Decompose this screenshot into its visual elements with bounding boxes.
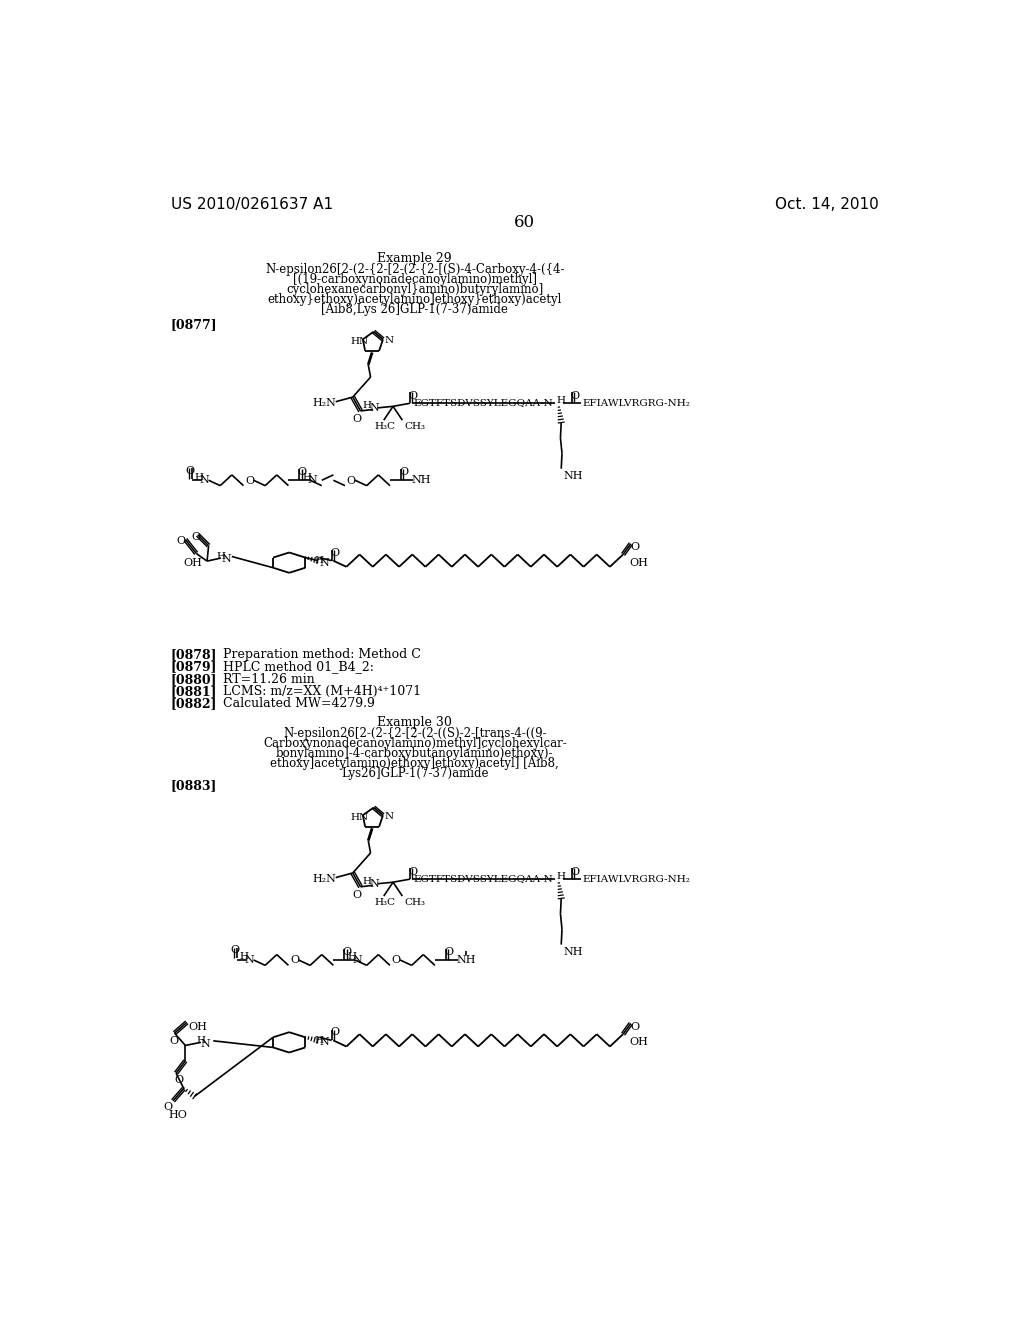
Text: O: O <box>245 475 254 486</box>
Text: N: N <box>307 475 316 484</box>
Text: N: N <box>221 554 230 564</box>
Text: NH: NH <box>457 954 476 965</box>
Text: H₂N: H₂N <box>312 397 336 408</box>
Text: O: O <box>391 956 400 965</box>
Text: EGTFTSDVSSYLEGQAA-N: EGTFTSDVSSYLEGQAA-N <box>414 397 553 407</box>
Text: H: H <box>314 1036 324 1044</box>
Text: H: H <box>216 552 225 561</box>
Text: 60: 60 <box>514 214 536 231</box>
Text: RT=11.26 min: RT=11.26 min <box>223 673 315 686</box>
Text: H: H <box>240 952 249 961</box>
Text: [0877]: [0877] <box>171 318 217 331</box>
Text: OH: OH <box>630 557 648 568</box>
Text: N: N <box>385 337 393 346</box>
Text: H: H <box>362 401 371 411</box>
Text: CH₃: CH₃ <box>403 422 425 430</box>
Text: NH: NH <box>563 471 583 480</box>
Text: O: O <box>352 890 361 900</box>
Text: H: H <box>362 876 371 886</box>
Text: O: O <box>631 1022 640 1032</box>
Text: US 2010/0261637 A1: US 2010/0261637 A1 <box>171 197 333 213</box>
Text: H₃C: H₃C <box>375 422 395 430</box>
Text: O: O <box>290 956 299 965</box>
Text: O: O <box>298 467 307 477</box>
Text: O: O <box>330 1027 339 1038</box>
Text: H: H <box>195 473 204 482</box>
Text: N: N <box>319 557 329 568</box>
Text: N-epsilon26[2-(2-{2-[2-(2-((S)-2-[trans-4-((9-: N-epsilon26[2-(2-{2-[2-(2-((S)-2-[trans-… <box>283 726 547 739</box>
Text: O: O <box>343 946 352 957</box>
Text: Example 29: Example 29 <box>378 252 452 265</box>
Text: ethoxy]acetylamino)ethoxy]ethoxy)acetyl] [Aib8,: ethoxy]acetylamino)ethoxy]ethoxy)acetyl]… <box>270 756 559 770</box>
Text: O: O <box>191 532 201 541</box>
Text: [0878]: [0878] <box>171 648 217 661</box>
Text: O: O <box>164 1102 173 1113</box>
Text: H: H <box>314 556 324 565</box>
Text: NH: NH <box>412 475 431 484</box>
Text: N-epsilon26[2-(2-{2-[2-(2-{2-[(S)-4-Carboxy-4-({4-: N-epsilon26[2-(2-{2-[2-(2-{2-[(S)-4-Carb… <box>265 263 564 276</box>
Text: O: O <box>174 1074 183 1085</box>
Text: [Aib8,Lys 26]GLP-1(7-37)amide: [Aib8,Lys 26]GLP-1(7-37)amide <box>322 304 508 317</box>
Text: [0879]: [0879] <box>171 660 217 673</box>
Text: O: O <box>631 543 640 552</box>
Text: EFIAWLVRGRG-NH₂: EFIAWLVRGRG-NH₂ <box>583 875 691 883</box>
Text: O: O <box>330 548 339 557</box>
Text: cyclohexanecarbonyl}amino)butyrylamino]: cyclohexanecarbonyl}amino)butyrylamino] <box>286 284 544 296</box>
Text: N: N <box>385 812 393 821</box>
Text: HN: HN <box>350 813 369 822</box>
Text: N: N <box>352 954 361 965</box>
Text: N: N <box>201 1039 211 1048</box>
Text: H: H <box>347 952 356 961</box>
Text: [(19-carboxynonadecanoylamino)methyl]: [(19-carboxynonadecanoylamino)methyl] <box>293 273 537 286</box>
Text: Example 30: Example 30 <box>377 715 453 729</box>
Text: O: O <box>399 467 409 477</box>
Text: H₂N: H₂N <box>312 874 336 883</box>
Text: O: O <box>352 414 361 424</box>
Text: N: N <box>200 475 209 484</box>
Text: H₃C: H₃C <box>375 898 395 907</box>
Text: CH₃: CH₃ <box>403 898 425 907</box>
Text: N: N <box>370 879 380 890</box>
Text: O: O <box>570 391 580 401</box>
Text: O: O <box>346 475 355 486</box>
Text: Preparation method: Method C: Preparation method: Method C <box>223 648 421 661</box>
Text: OH: OH <box>183 558 203 568</box>
Text: O: O <box>230 945 240 956</box>
Text: HPLC method 01_B4_2:: HPLC method 01_B4_2: <box>223 660 374 673</box>
Text: O: O <box>570 867 580 876</box>
Text: bonylamino]-4-carboxybutanoylamino)ethoxy)-: bonylamino]-4-carboxybutanoylamino)ethox… <box>276 747 554 760</box>
Text: H: H <box>557 873 565 882</box>
Text: EGTFTSDVSSYLEGQAA-N: EGTFTSDVSSYLEGQAA-N <box>414 874 553 883</box>
Text: [0883]: [0883] <box>171 779 217 792</box>
Text: N: N <box>370 404 380 413</box>
Text: Oct. 14, 2010: Oct. 14, 2010 <box>775 197 879 213</box>
Text: HN: HN <box>350 337 369 346</box>
Text: O: O <box>185 466 195 475</box>
Text: Calculated MW=4279.9: Calculated MW=4279.9 <box>223 697 375 710</box>
Text: H: H <box>557 396 565 405</box>
Text: [0881]: [0881] <box>171 685 217 698</box>
Text: Carboxynonadecanoylamino)methyl]cyclohexylcar-: Carboxynonadecanoylamino)methyl]cyclohex… <box>263 737 566 750</box>
Text: LCMS: m/z=XX (M+4H)⁴⁺1071: LCMS: m/z=XX (M+4H)⁴⁺1071 <box>223 685 422 698</box>
Text: OH: OH <box>630 1038 648 1047</box>
Text: NH: NH <box>563 946 583 957</box>
Text: [0880]: [0880] <box>171 673 217 686</box>
Text: N: N <box>245 954 254 965</box>
Text: H: H <box>197 1036 205 1045</box>
Text: O: O <box>409 867 418 876</box>
Text: HO: HO <box>168 1110 187 1121</box>
Text: OH: OH <box>188 1022 207 1032</box>
Text: [0882]: [0882] <box>171 697 217 710</box>
Text: EFIAWLVRGRG-NH₂: EFIAWLVRGRG-NH₂ <box>583 399 691 408</box>
Text: N: N <box>319 1038 329 1047</box>
Text: Lys26]GLP-1(7-37)amide: Lys26]GLP-1(7-37)amide <box>341 767 488 780</box>
Text: O: O <box>176 536 185 546</box>
Text: ethoxy}ethoxy)acetylamino]ethoxy}ethoxy)acetyl: ethoxy}ethoxy)acetylamino]ethoxy}ethoxy)… <box>267 293 562 306</box>
Text: O: O <box>409 391 418 401</box>
Text: O: O <box>444 946 454 957</box>
Text: H: H <box>302 473 311 482</box>
Text: O: O <box>170 1036 179 1047</box>
